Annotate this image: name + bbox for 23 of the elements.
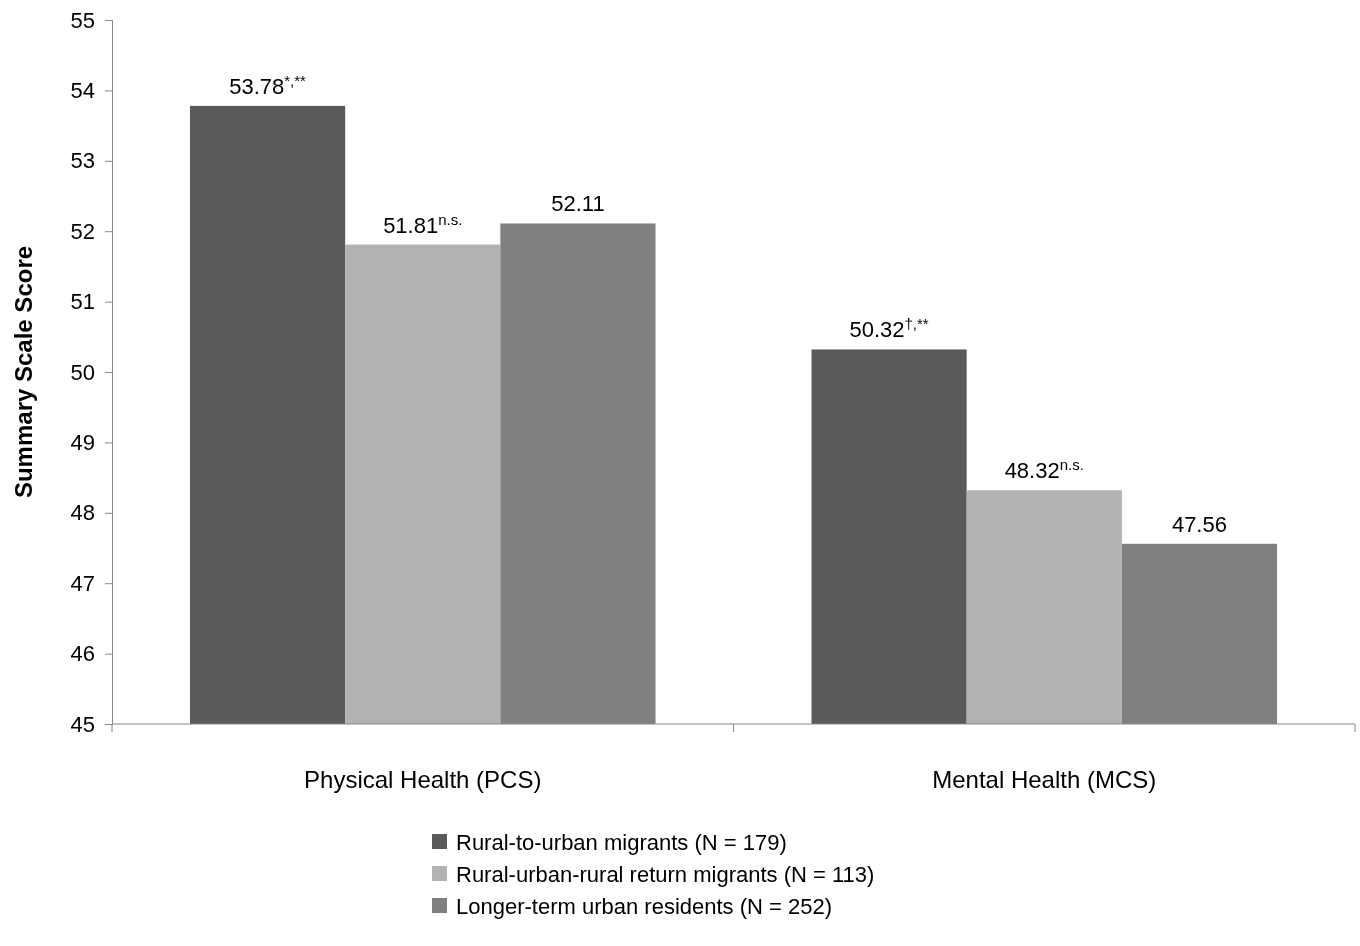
data-label: 52.11 <box>551 191 605 217</box>
legend-label: Longer-term urban residents (N = 252) <box>456 894 833 919</box>
x-tick-label: Physical Health (PCS) <box>304 766 542 793</box>
y-tick-label: 52 <box>70 218 95 244</box>
y-tick-label: 51 <box>70 289 95 315</box>
data-label: 50.32$^{†,**}$ <box>849 314 929 343</box>
y-tick-label: 50 <box>70 359 95 385</box>
data-label: 47.56 <box>1171 511 1227 537</box>
legend-label: Rural-urban-rural return migrants (N = 113) <box>456 862 875 887</box>
y-tick-label: 47 <box>70 570 95 596</box>
y-tick-label: 53 <box>70 148 95 174</box>
data-label: 51.81$^{n.s.}$ <box>383 210 463 238</box>
y-tick-label: 54 <box>70 77 95 103</box>
legend-label: Rural-to-urban migrants (N = 179) <box>456 830 787 855</box>
y-tick-label: 49 <box>70 429 95 455</box>
y-tick-label: 48 <box>70 500 95 526</box>
y-tick-label: 46 <box>70 641 95 667</box>
y-tick-label: 45 <box>70 711 95 737</box>
data-label: 53.78$^{*,**}$ <box>229 71 307 99</box>
y-axis-title: Summary Scale Score <box>10 245 37 499</box>
data-label: 48.32$^{n.s.}$ <box>1004 455 1084 484</box>
y-tick-label: 55 <box>70 7 95 33</box>
x-tick-label: Mental Health (MCS) <box>932 766 1157 793</box>
